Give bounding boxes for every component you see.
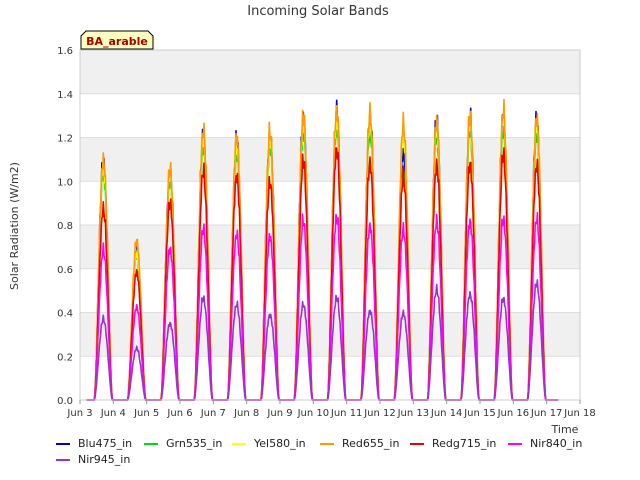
legend-swatch	[144, 443, 158, 445]
grid-band	[80, 137, 580, 182]
legend-label: Nir945_in	[78, 453, 131, 466]
y-tick-label: 1.4	[57, 90, 73, 101]
x-tick-label: Jun 17	[530, 408, 563, 419]
y-tick-label: 0.2	[57, 352, 73, 363]
x-tick-label: Jun 12	[363, 408, 396, 419]
y-tick-label: 0.6	[57, 265, 73, 276]
legend-label: Yel580_in	[254, 437, 306, 450]
x-tick-label: Jun 7	[200, 408, 226, 419]
legend-swatch	[320, 443, 334, 445]
x-axis-label: Time	[551, 423, 579, 436]
legend-label: Grn535_in	[166, 437, 223, 450]
plot-frame	[79, 49, 581, 401]
x-tick-label: Jun 16	[497, 408, 530, 419]
x-tick-label: Jun 15	[463, 408, 496, 419]
legend-swatch	[508, 443, 522, 445]
y-tick-label: 0.0	[57, 396, 73, 407]
legend-label: Redg715_in	[432, 437, 497, 450]
grid-band	[80, 225, 580, 269]
legend-label: Red655_in	[342, 437, 400, 450]
x-tick-label: Jun 4	[100, 408, 126, 419]
legend-label: Blu475_in	[78, 437, 133, 450]
x-tick-label: Jun 6	[166, 408, 192, 419]
site-badge-label: BA_arable	[86, 35, 148, 48]
legend: Blu475_in Grn535_in Yel580_in Red655_in Redg…	[0, 430, 640, 478]
x-tick-label: Jun 3	[66, 408, 92, 419]
y-tick-label: 0.4	[57, 309, 73, 320]
x-tick-label: Jun 13	[397, 408, 430, 419]
x-tick-label: Jun 11	[330, 408, 363, 419]
legend-swatch	[410, 443, 424, 445]
y-axis-ticks: 0.0 0.2 0.4 0.6 0.8 1.0 1.2 1.4 1.6	[57, 46, 73, 407]
x-tick-label: Jun 10	[297, 408, 330, 419]
y-tick-label: 1.0	[57, 177, 73, 188]
legend-label: Nir840_in	[530, 437, 583, 450]
x-tick-label: Jun 18	[563, 408, 596, 419]
y-tick-label: 1.6	[57, 46, 73, 57]
site-badge: BA_arable	[80, 30, 154, 50]
y-tick-label: 0.8	[57, 221, 73, 232]
chart-title: Incoming Solar Bands	[247, 4, 389, 19]
legend-swatch	[232, 443, 246, 445]
x-tick-label: Jun 9	[266, 408, 292, 419]
legend-swatch	[56, 443, 70, 445]
legend-swatch	[56, 459, 70, 461]
grid-band	[80, 50, 580, 94]
site-badge-box	[80, 30, 154, 50]
y-tick-label: 1.2	[57, 134, 73, 145]
x-tick-label: Jun 14	[430, 408, 463, 419]
y-axis-label: Solar Radiation (W/m2)	[8, 162, 21, 290]
x-tick-label: Jun 8	[233, 408, 259, 419]
x-axis-ticks: Jun 3 Jun 4 Jun 5 Jun 6 Jun 7 Jun 8 Jun 9 Jun 1…	[66, 400, 596, 419]
x-tick-label: Jun 5	[133, 408, 159, 419]
